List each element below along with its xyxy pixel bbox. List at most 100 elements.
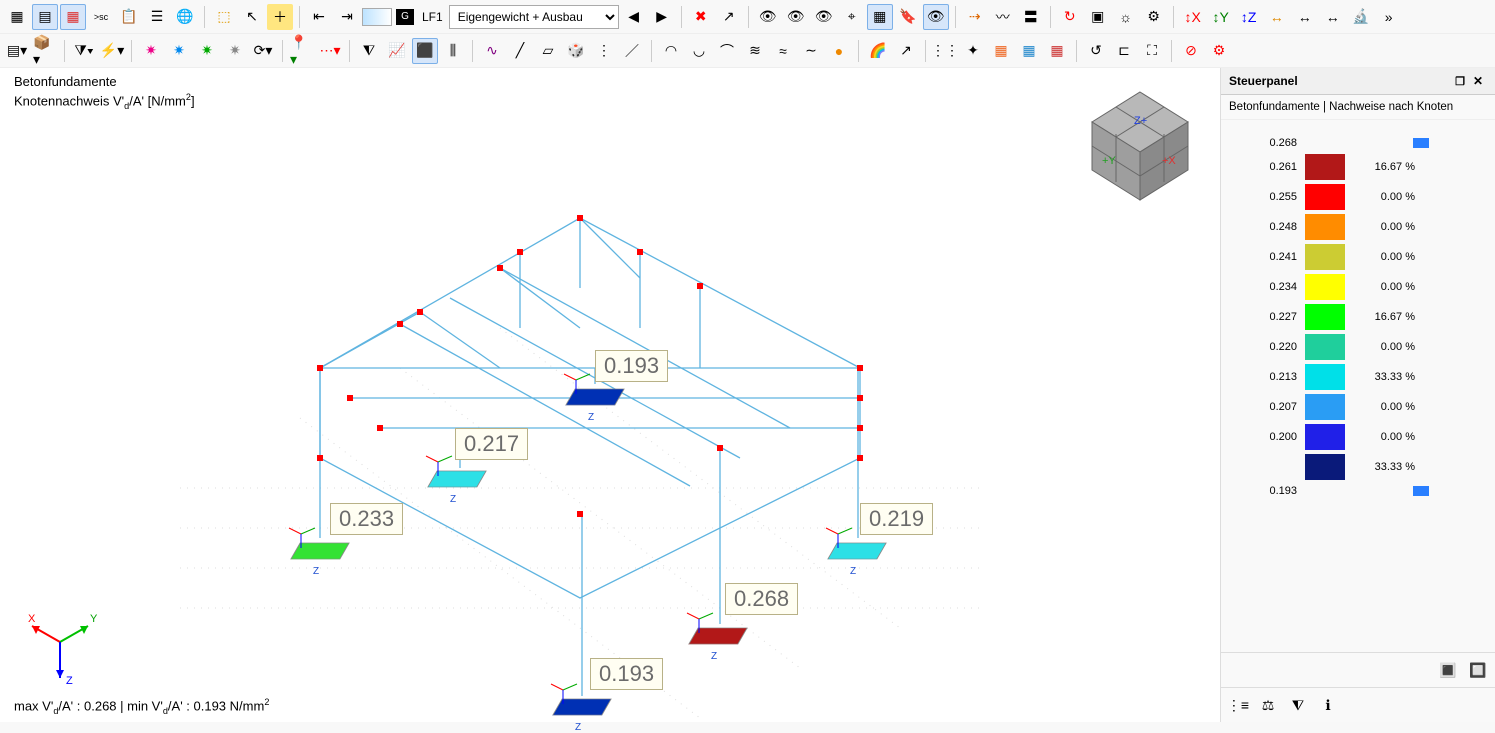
panel-btn-b-icon[interactable]: 🔲 xyxy=(1465,657,1491,683)
tb2-clip-icon[interactable]: ⊏ xyxy=(1111,38,1137,64)
tb2-node-b-icon[interactable]: ✷ xyxy=(166,38,192,64)
tb-cursor-icon[interactable]: ↖ xyxy=(239,4,265,30)
tb2-diag-icon[interactable]: ╱ xyxy=(507,38,533,64)
tb2-snap-icon[interactable]: ✦ xyxy=(960,38,986,64)
tb2-gear-icon[interactable]: ⚙ xyxy=(1206,38,1232,64)
tb2-loop-icon[interactable]: ↺ xyxy=(1083,38,1109,64)
panel-tab-filter-icon[interactable]: ⧨ xyxy=(1285,692,1311,718)
tb2-layers-icon[interactable]: ▤▾ xyxy=(4,38,30,64)
tb-label-icon[interactable]: 🔖 xyxy=(895,4,921,30)
tb2-pin-icon[interactable]: 📍▾ xyxy=(289,38,315,64)
tb2-grid-icon[interactable]: ⋮⋮ xyxy=(932,38,958,64)
tb-align-left-icon[interactable]: ⇤ xyxy=(306,4,332,30)
panel-restore-icon[interactable]: ❐ xyxy=(1451,72,1469,90)
tb-sun-icon[interactable]: ☼ xyxy=(1113,4,1139,30)
legend-swatch[interactable] xyxy=(1305,184,1345,210)
tb-eye-val-icon[interactable]: 👁 xyxy=(923,4,949,30)
tb-align-right-icon[interactable]: ⇥ xyxy=(334,4,360,30)
tb2-bars-icon[interactable]: ⫼ xyxy=(440,38,466,64)
legend-swatch[interactable] xyxy=(1305,394,1345,420)
tb2-cancel-icon[interactable]: ⊘ xyxy=(1178,38,1204,64)
tb2-tile1-icon[interactable]: ▦ xyxy=(988,38,1014,64)
panel-close-icon[interactable]: ✕ xyxy=(1469,72,1487,90)
panel-tab-scale-icon[interactable]: ⚖ xyxy=(1255,692,1281,718)
legend-swatch[interactable] xyxy=(1305,334,1345,360)
view3d-area[interactable]: Betonfundamente Knotennachweis V'd/A' [N… xyxy=(0,68,1220,722)
tb2-node-a-icon[interactable]: ✷ xyxy=(138,38,164,64)
legend-swatch[interactable] xyxy=(1305,304,1345,330)
legend-swatch[interactable] xyxy=(1305,214,1345,240)
tb-pick-icon[interactable]: ↗ xyxy=(716,4,742,30)
tb2-tile3-icon[interactable]: ▦ xyxy=(1044,38,1070,64)
panel-tab-info-icon[interactable]: ℹ xyxy=(1315,692,1341,718)
tb2-shape6-icon[interactable]: ∼ xyxy=(798,38,824,64)
navigation-cube[interactable]: Z+ +X +Y xyxy=(1080,82,1200,202)
tb-overflow-icon[interactable]: » xyxy=(1376,4,1402,30)
tb2-shape3-icon[interactable]: ⌒ xyxy=(714,38,740,64)
tb-target-icon[interactable]: ⌖ xyxy=(839,4,865,30)
tb-axis-yz-icon[interactable]: ↔ xyxy=(1320,4,1346,30)
tb-table-icon[interactable]: ▤ xyxy=(32,4,58,30)
tb-grid-icon[interactable]: ▦ xyxy=(4,4,30,30)
legend-swatch[interactable] xyxy=(1305,154,1345,180)
tb2-frame-icon[interactable]: ⬛ xyxy=(412,38,438,64)
tb2-dots-icon[interactable]: ⋮ xyxy=(591,38,617,64)
tb-cube-icon[interactable]: ▣ xyxy=(1085,4,1111,30)
tb-globe-icon[interactable]: 🌐 xyxy=(172,4,198,30)
tb2-rainbow-icon[interactable]: 🌈 xyxy=(865,38,891,64)
tb-script-icon[interactable]: >sc xyxy=(88,4,114,30)
tb-fence-icon[interactable]: 〓 xyxy=(1018,4,1044,30)
tb-list-icon[interactable]: ☰ xyxy=(144,4,170,30)
tb-axis-xy-icon[interactable]: ↔ xyxy=(1264,4,1290,30)
tb2-node-c-icon[interactable]: ✷ xyxy=(194,38,220,64)
tb-select-icon[interactable]: ⬚ xyxy=(211,4,237,30)
tb2-box-icon[interactable]: 📦▾ xyxy=(32,38,58,64)
tb-filter-arrow-icon[interactable]: ⇢ xyxy=(962,4,988,30)
tb-microscope-icon[interactable]: 🔬 xyxy=(1348,4,1374,30)
legend-swatch[interactable] xyxy=(1305,424,1345,450)
loadcase-select[interactable]: Eigengewicht + Ausbau xyxy=(449,5,619,29)
tb-next-icon[interactable]: ▶ xyxy=(649,4,675,30)
tb2-filter-icon[interactable]: ⧩▾ xyxy=(71,38,97,64)
tb-settings-icon[interactable]: ⚙ xyxy=(1141,4,1167,30)
tb2-shape4-icon[interactable]: ≋ xyxy=(742,38,768,64)
tb-prev-icon[interactable]: ◀ xyxy=(621,4,647,30)
tb2-light-icon[interactable]: ⛶ xyxy=(1139,38,1165,64)
tb2-circle-icon[interactable]: ● xyxy=(826,38,852,64)
legend-swatch[interactable] xyxy=(1305,274,1345,300)
tb-wave-icon[interactable]: 〰 xyxy=(990,4,1016,30)
tb2-funnel-icon[interactable]: ⧨ xyxy=(356,38,382,64)
tb-axis-x-icon[interactable]: ↕X xyxy=(1180,4,1206,30)
tb-axis-y-icon[interactable]: ↕Y xyxy=(1208,4,1234,30)
tb2-node-d-icon[interactable]: ✷ xyxy=(222,38,248,64)
tb2-shape5-icon[interactable]: ≈ xyxy=(770,38,796,64)
tb-add-icon[interactable]: ＋ xyxy=(267,4,293,30)
tb-eye-xxx-icon[interactable]: 👁 xyxy=(755,4,781,30)
tb-clipboard-icon[interactable]: 📋 xyxy=(116,4,142,30)
tb2-shape2-icon[interactable]: ◡ xyxy=(686,38,712,64)
tb2-dice-icon[interactable]: 🎲 xyxy=(563,38,589,64)
tb-delete-red-icon[interactable]: ✖ xyxy=(688,4,714,30)
tb-color-picker[interactable] xyxy=(362,8,392,26)
tb2-rotate-icon[interactable]: ⟳▾ xyxy=(250,38,276,64)
panel-btn-a-icon[interactable]: 🔳 xyxy=(1435,657,1461,683)
tb2-export-icon[interactable]: ↗ xyxy=(893,38,919,64)
tb-refresh-icon[interactable]: ↻ xyxy=(1057,4,1083,30)
tb2-shape1-icon[interactable]: ◠ xyxy=(658,38,684,64)
tb-axis-xz-icon[interactable]: ↔ xyxy=(1292,4,1318,30)
tb-axis-z-icon[interactable]: ↕Z xyxy=(1236,4,1262,30)
legend-swatch[interactable] xyxy=(1305,454,1345,480)
tb-grid-toggle-icon[interactable]: ▦ xyxy=(867,4,893,30)
tb2-zap-icon[interactable]: ⚡▾ xyxy=(99,38,125,64)
tb2-slash-icon[interactable]: ／ xyxy=(619,38,645,64)
tb2-tile2-icon[interactable]: ▦ xyxy=(1016,38,1042,64)
tb2-3dots-icon[interactable]: ⋯▾ xyxy=(317,38,343,64)
tb2-area-icon[interactable]: ▱ xyxy=(535,38,561,64)
legend-swatch[interactable] xyxy=(1305,244,1345,270)
tb2-chart-line-icon[interactable]: 📈 xyxy=(384,38,410,64)
tb-eye-hide-icon[interactable]: 👁 xyxy=(811,4,837,30)
tb2-curve-icon[interactable]: ∿ xyxy=(479,38,505,64)
legend-swatch[interactable] xyxy=(1305,364,1345,390)
tb-eye-dim-icon[interactable]: 👁 xyxy=(783,4,809,30)
panel-tab-list-icon[interactable]: ⋮≡ xyxy=(1225,692,1251,718)
